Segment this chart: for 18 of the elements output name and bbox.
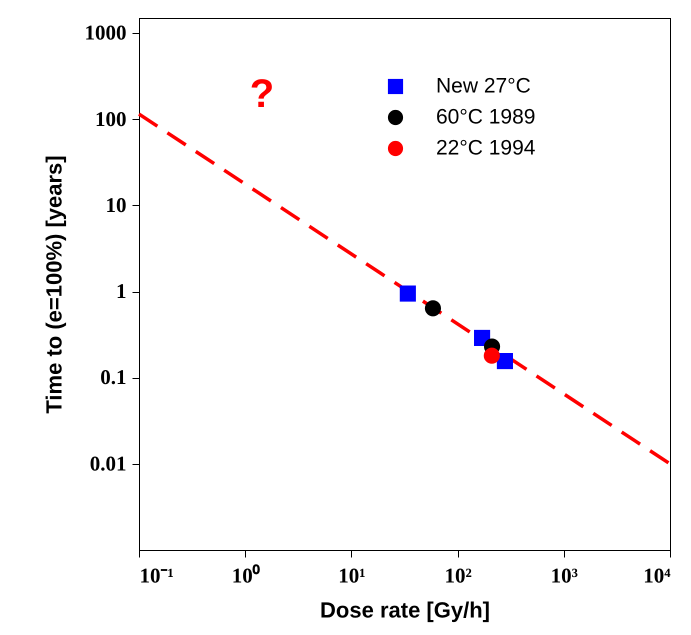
y-tick-label: 10 <box>106 192 126 217</box>
y-tick-label: 1000 <box>84 20 126 45</box>
x-tick-label: 10² <box>444 564 472 588</box>
x-tick-label: 10³ <box>550 564 578 588</box>
legend-label: 22°C 1994 <box>436 136 536 160</box>
y-tick-label: 0.1 <box>100 365 126 390</box>
annotation: ? <box>250 72 274 116</box>
y-axis-title: Time to (e=100%) [years] <box>42 155 66 414</box>
x-tick-label: 10⁻¹ <box>140 564 174 588</box>
x-tick-label: 10⁰ <box>232 564 261 588</box>
y-tick-label: 1 <box>116 279 126 304</box>
x-tick-label: 10⁴ <box>643 564 672 588</box>
x-tick-label: 10¹ <box>338 564 366 588</box>
y-tick-label: 100 <box>95 106 126 131</box>
legend-label: New 27°C <box>436 74 531 98</box>
legend-label: 60°C 1989 <box>436 106 536 128</box>
x-axis-title: Dose rate [Gy/h] <box>320 598 490 622</box>
y-tick-label: 0.01 <box>90 451 126 476</box>
